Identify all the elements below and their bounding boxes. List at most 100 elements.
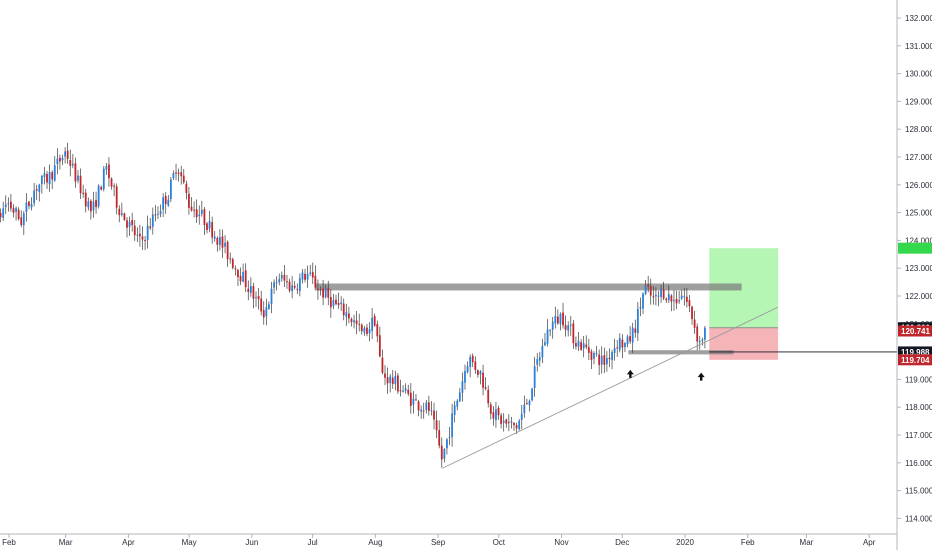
candle-body bbox=[451, 413, 453, 437]
candle-body bbox=[87, 201, 90, 208]
candle-body bbox=[265, 307, 268, 317]
candle bbox=[680, 289, 683, 300]
candle bbox=[172, 170, 175, 181]
candle-body bbox=[296, 288, 299, 290]
x-tick-label: Apr bbox=[122, 538, 135, 547]
candle bbox=[523, 395, 526, 418]
candle-body bbox=[590, 351, 593, 360]
candle-body bbox=[551, 321, 554, 330]
x-tick-label: Mar bbox=[59, 538, 73, 547]
candle-body bbox=[667, 294, 670, 301]
candle-body bbox=[417, 401, 420, 411]
candle bbox=[660, 285, 662, 303]
candle-body bbox=[350, 318, 353, 323]
markers bbox=[626, 369, 705, 381]
candle-body bbox=[605, 358, 608, 365]
candle bbox=[451, 403, 453, 447]
zones[interactable] bbox=[314, 283, 742, 355]
candle-body bbox=[675, 298, 678, 304]
candle bbox=[448, 426, 451, 446]
candle-body bbox=[288, 281, 291, 291]
candle-body bbox=[319, 289, 322, 291]
candle-body bbox=[0, 212, 2, 218]
candle-body bbox=[420, 409, 423, 412]
candle-body bbox=[515, 425, 518, 429]
candle bbox=[301, 269, 304, 284]
candle-body bbox=[167, 199, 170, 206]
candle bbox=[347, 306, 350, 324]
drawings[interactable] bbox=[441, 306, 897, 469]
candle-body bbox=[17, 209, 20, 219]
candle-body bbox=[317, 288, 319, 291]
candle bbox=[567, 321, 570, 337]
candle-body bbox=[133, 225, 136, 236]
candle-body bbox=[43, 173, 46, 178]
candle-body bbox=[649, 286, 652, 296]
candle-body bbox=[100, 187, 103, 190]
candle bbox=[265, 298, 268, 326]
candle-body bbox=[38, 184, 41, 192]
candle bbox=[296, 283, 299, 295]
candle bbox=[84, 188, 87, 213]
candle bbox=[688, 294, 691, 312]
candle bbox=[551, 316, 554, 339]
candle-body bbox=[564, 325, 567, 330]
arrow-up-1-icon bbox=[626, 369, 634, 378]
y-tick-label: 125.000 bbox=[905, 209, 932, 218]
candle-body bbox=[172, 172, 175, 179]
candle bbox=[476, 369, 479, 378]
x-tick-label: Jul bbox=[307, 538, 317, 547]
candle bbox=[461, 372, 464, 402]
candle bbox=[446, 438, 448, 455]
candle bbox=[587, 338, 590, 361]
position-tool[interactable] bbox=[709, 248, 779, 360]
candle-body bbox=[268, 304, 270, 309]
candle bbox=[195, 199, 198, 223]
candle bbox=[458, 387, 461, 403]
candle bbox=[169, 177, 172, 202]
candle bbox=[177, 168, 180, 182]
candle bbox=[345, 303, 348, 326]
candle-body bbox=[92, 201, 95, 211]
candle-body bbox=[446, 439, 448, 449]
candle-body bbox=[20, 217, 23, 226]
candle bbox=[549, 329, 552, 337]
candle bbox=[593, 351, 595, 365]
candle-body bbox=[698, 340, 701, 343]
candle-body bbox=[567, 325, 570, 331]
candle bbox=[355, 310, 358, 335]
candle bbox=[698, 335, 701, 350]
candle-body bbox=[647, 284, 650, 287]
candle-body bbox=[559, 313, 562, 325]
candle bbox=[273, 279, 275, 294]
candle bbox=[456, 399, 459, 411]
candle-body bbox=[208, 221, 211, 229]
candle-body bbox=[569, 324, 572, 326]
candle-body bbox=[624, 343, 626, 348]
candle bbox=[350, 317, 353, 327]
candle bbox=[304, 268, 306, 283]
candle bbox=[131, 212, 134, 232]
candle-body bbox=[151, 214, 154, 227]
candle bbox=[590, 349, 593, 370]
x-tick-label: Sep bbox=[431, 538, 446, 547]
candle-body bbox=[505, 419, 508, 424]
candle bbox=[133, 219, 136, 241]
y-tick-label: 130.000 bbox=[905, 70, 932, 79]
candle bbox=[123, 212, 126, 221]
candle bbox=[541, 338, 544, 363]
candle-body bbox=[164, 195, 167, 205]
support-zone bbox=[628, 350, 734, 355]
candle bbox=[515, 422, 518, 434]
candle bbox=[332, 293, 335, 310]
candle-body bbox=[399, 390, 402, 392]
candle bbox=[605, 351, 608, 372]
candle bbox=[275, 276, 278, 291]
candle bbox=[144, 235, 146, 251]
candle-body bbox=[704, 327, 706, 340]
candle bbox=[649, 278, 652, 305]
candle-body bbox=[554, 316, 557, 324]
